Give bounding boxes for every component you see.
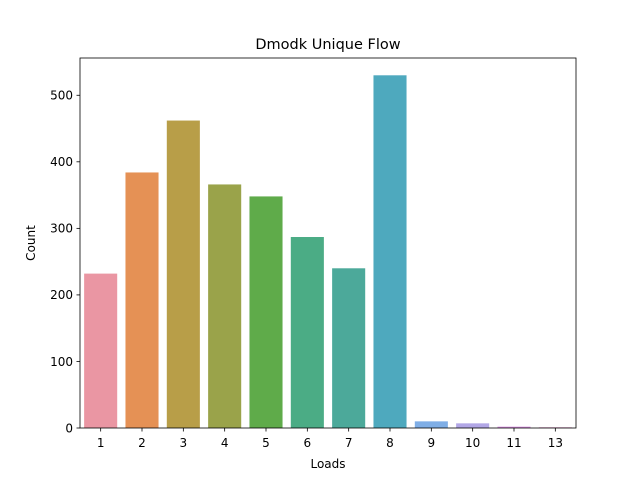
y-axis: 0 100 200 300 400 500 (50, 89, 80, 435)
bar-10 (456, 423, 490, 428)
y-tick-label: 500 (50, 89, 73, 103)
x-tick-label: 6 (304, 436, 312, 450)
x-axis: 1 2 3 4 5 6 7 8 9 10 11 13 (97, 428, 563, 450)
x-tick-label: 2 (138, 436, 146, 450)
x-tick-label: 5 (262, 436, 270, 450)
x-tick-label: 3 (180, 436, 188, 450)
y-tick-label: 400 (50, 155, 73, 169)
x-tick-label: 1 (97, 436, 105, 450)
x-tick-label: 11 (506, 436, 521, 450)
bar-9 (414, 421, 448, 428)
bar-1 (84, 273, 118, 428)
bar-2 (125, 172, 159, 428)
x-tick-label: 7 (345, 436, 353, 450)
bar-8 (373, 75, 407, 429)
bars-group (84, 75, 572, 429)
bar-4 (208, 184, 242, 428)
x-tick-label: 9 (428, 436, 436, 450)
y-axis-label: Count (24, 225, 38, 261)
bar-6 (290, 237, 324, 428)
x-tick-label: 4 (221, 436, 229, 450)
x-tick-label: 13 (548, 436, 563, 450)
y-tick-label: 100 (50, 355, 73, 369)
y-tick-label: 200 (50, 288, 73, 302)
x-axis-label: Loads (310, 457, 345, 471)
y-tick-label: 0 (65, 421, 73, 435)
y-tick-label: 300 (50, 222, 73, 236)
chart-title: Dmodk Unique Flow (255, 37, 400, 53)
x-tick-label: 10 (465, 436, 480, 450)
bar-3 (166, 120, 200, 429)
bar-7 (332, 268, 366, 428)
x-tick-label: 8 (386, 436, 394, 450)
plot-frame (79, 57, 577, 429)
bar-11 (497, 426, 531, 428)
bar-5 (249, 196, 283, 428)
